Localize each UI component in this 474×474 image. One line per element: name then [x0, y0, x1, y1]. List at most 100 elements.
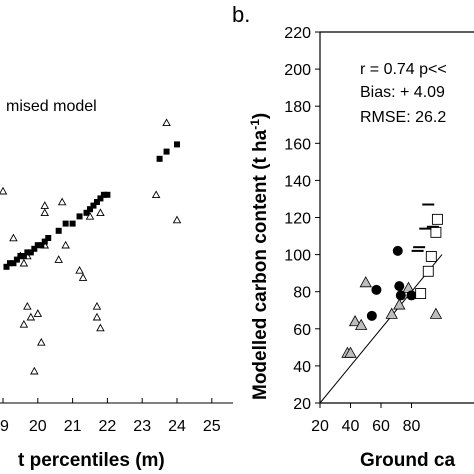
panel-b-y-tick-label: 80: [293, 285, 311, 302]
panel-a-point-square: [156, 155, 163, 162]
panel-a-point-square: [76, 213, 83, 220]
panel-b-point-square: [415, 288, 427, 300]
panel-b-point-circle: [371, 284, 382, 295]
panel-a-x-axis-title: t percentiles (m): [18, 450, 165, 471]
panel-a-x-tick-label: 23: [133, 418, 151, 435]
panel-a-marks: [0, 118, 182, 375]
panel-b-y-tick-label: 220: [284, 25, 311, 42]
panel-a-point-square: [69, 220, 76, 227]
panel-a-point-square: [31, 245, 38, 252]
panel-a-point-triangle: [0, 186, 8, 195]
panel-a-point-triangle: [54, 255, 63, 263]
panel-b-point-square: [422, 265, 434, 277]
panel-b-point-triangle: [344, 346, 357, 358]
panel-a-point-triangle: [92, 301, 102, 310]
panel-a-x-tick-label: 24: [168, 418, 186, 435]
panel-a-point-triangle: [19, 319, 29, 328]
panel-a-x-ticks: 9 20 21 22 23 24 25: [0, 398, 221, 435]
panel-b-point-triangle: [385, 307, 398, 319]
panel-b-y-tick-label: 140: [284, 173, 311, 190]
panel-b-y-tick-label: 20: [293, 396, 311, 413]
panel-b-one-to-one-line: [319, 254, 443, 404]
panel-a-point-square: [3, 263, 10, 270]
panel-a-point-triangle: [40, 201, 50, 209]
panel-b-y-axis-title: Modelled carbon content (t ha-1): [248, 113, 271, 400]
panel-a-x-tick-label: 9: [0, 418, 9, 435]
panel-b-point-triangle: [429, 307, 443, 319]
panel-b-annotation-3: RMSE: 26.2: [360, 109, 446, 126]
panel-a-point-square: [38, 242, 45, 249]
panel-a-point-triangle: [33, 309, 43, 317]
panel-b-point-circle: [406, 290, 417, 301]
panel-a-x-tick-label: 21: [64, 418, 82, 435]
panel-a-point-triangle: [26, 312, 36, 321]
panel-b-y-ticks: 20 40 60 80 100 120 140 160 180 200 220: [284, 25, 320, 413]
panel-b-y-tick-label: 200: [284, 62, 311, 79]
panel-b-annotation-1: r = 0.74 p<<: [360, 61, 447, 78]
panel-a-point-square: [10, 260, 17, 267]
panel-a-point-square: [100, 191, 107, 198]
panel-b-point-square: [431, 213, 443, 225]
panel-a-point-triangle: [96, 208, 105, 217]
panel-b-y-tick-label: 180: [284, 99, 311, 116]
panel-a-point-square: [27, 249, 34, 256]
panel-a-point-square: [90, 202, 97, 209]
panel-b-x-tick-label: 40: [342, 418, 360, 435]
panel-b-x-axis-title: Ground ca: [360, 450, 455, 471]
panel-b-point-circle: [394, 281, 405, 292]
panel-a-point-triangle: [23, 301, 32, 310]
panel-b-point-circle: [366, 310, 377, 321]
panel-b-x-tick-label: 60: [372, 418, 390, 435]
panel-b-point-square: [425, 251, 437, 262]
panel-a-point-triangle: [151, 190, 161, 199]
panel-b-x-tick-label: 20: [311, 418, 329, 435]
panel-a-point-square: [17, 253, 24, 259]
panel-a-point-square: [174, 141, 180, 148]
panel-a-point-square: [93, 199, 100, 205]
panel-b-point-circle: [395, 290, 406, 301]
panel-b-label: b.: [232, 2, 250, 27]
panel-b-y-tick-label: 160: [284, 136, 311, 153]
panel-a-point-square: [104, 191, 111, 198]
panel-a-point-triangle: [85, 211, 95, 220]
panel-a-point-square: [55, 227, 62, 234]
panel-a-x-tick-label: 25: [203, 418, 221, 435]
panel-a-point-square: [87, 206, 93, 213]
panel-a-legend-text: mised model: [6, 98, 97, 115]
panel-a-point-triangle: [61, 240, 70, 249]
panel-b-y-tick-label: 100: [284, 248, 311, 265]
panel-a-point-square: [20, 253, 27, 259]
panel-a-point-triangle: [30, 366, 39, 375]
panel-b-x-tick-label: 80: [403, 418, 421, 435]
panel-b-point-circle: [392, 245, 403, 256]
panel-a-point-triangle: [19, 258, 29, 267]
panel-b-marks: [341, 203, 443, 358]
panel-b-y-tick-label: 120: [284, 211, 311, 228]
panel-b-point-triangle: [354, 318, 368, 330]
panel-a-x-tick-label: 20: [29, 418, 47, 435]
panel-b-y-tick-label: 60: [293, 322, 311, 339]
panel-a-point-square: [62, 220, 69, 227]
panel-a-point-triangle: [92, 312, 102, 321]
panel-b-y-axis-title-sup: -1: [248, 119, 262, 130]
panel-b-x-ticks: 20 40 60 80: [311, 403, 421, 435]
panel-b: b. 20 40 60 80 100 120 140 160 180 200 220 20 40 60 8…: [232, 2, 474, 471]
panel-a-point-square: [6, 260, 13, 267]
panel-b-y-axis-title-main: Modelled carbon content (t ha: [250, 129, 271, 400]
panel-a-point-triangle: [9, 233, 18, 242]
panel-a-point-triangle: [57, 197, 67, 206]
panel-a-point-triangle: [96, 323, 105, 332]
panel-a-point-square: [97, 195, 104, 202]
panel-a-point-square: [45, 235, 52, 241]
panel-b-point-triangle: [393, 298, 406, 310]
panel-a-point-triangle: [162, 118, 171, 127]
panel-a: 9 20 21 22 23 24 25 mised model t percentiles …: [0, 98, 233, 471]
panel-a-point-triangle: [172, 215, 182, 224]
panel-a-point-square: [34, 242, 41, 249]
panel-a-point-triangle: [75, 265, 84, 274]
panel-a-point-triangle: [40, 208, 50, 217]
panel-b-y-axis-title-close: ): [250, 113, 271, 119]
panel-a-point-square: [163, 148, 170, 155]
panel-a-point-square: [83, 209, 90, 216]
